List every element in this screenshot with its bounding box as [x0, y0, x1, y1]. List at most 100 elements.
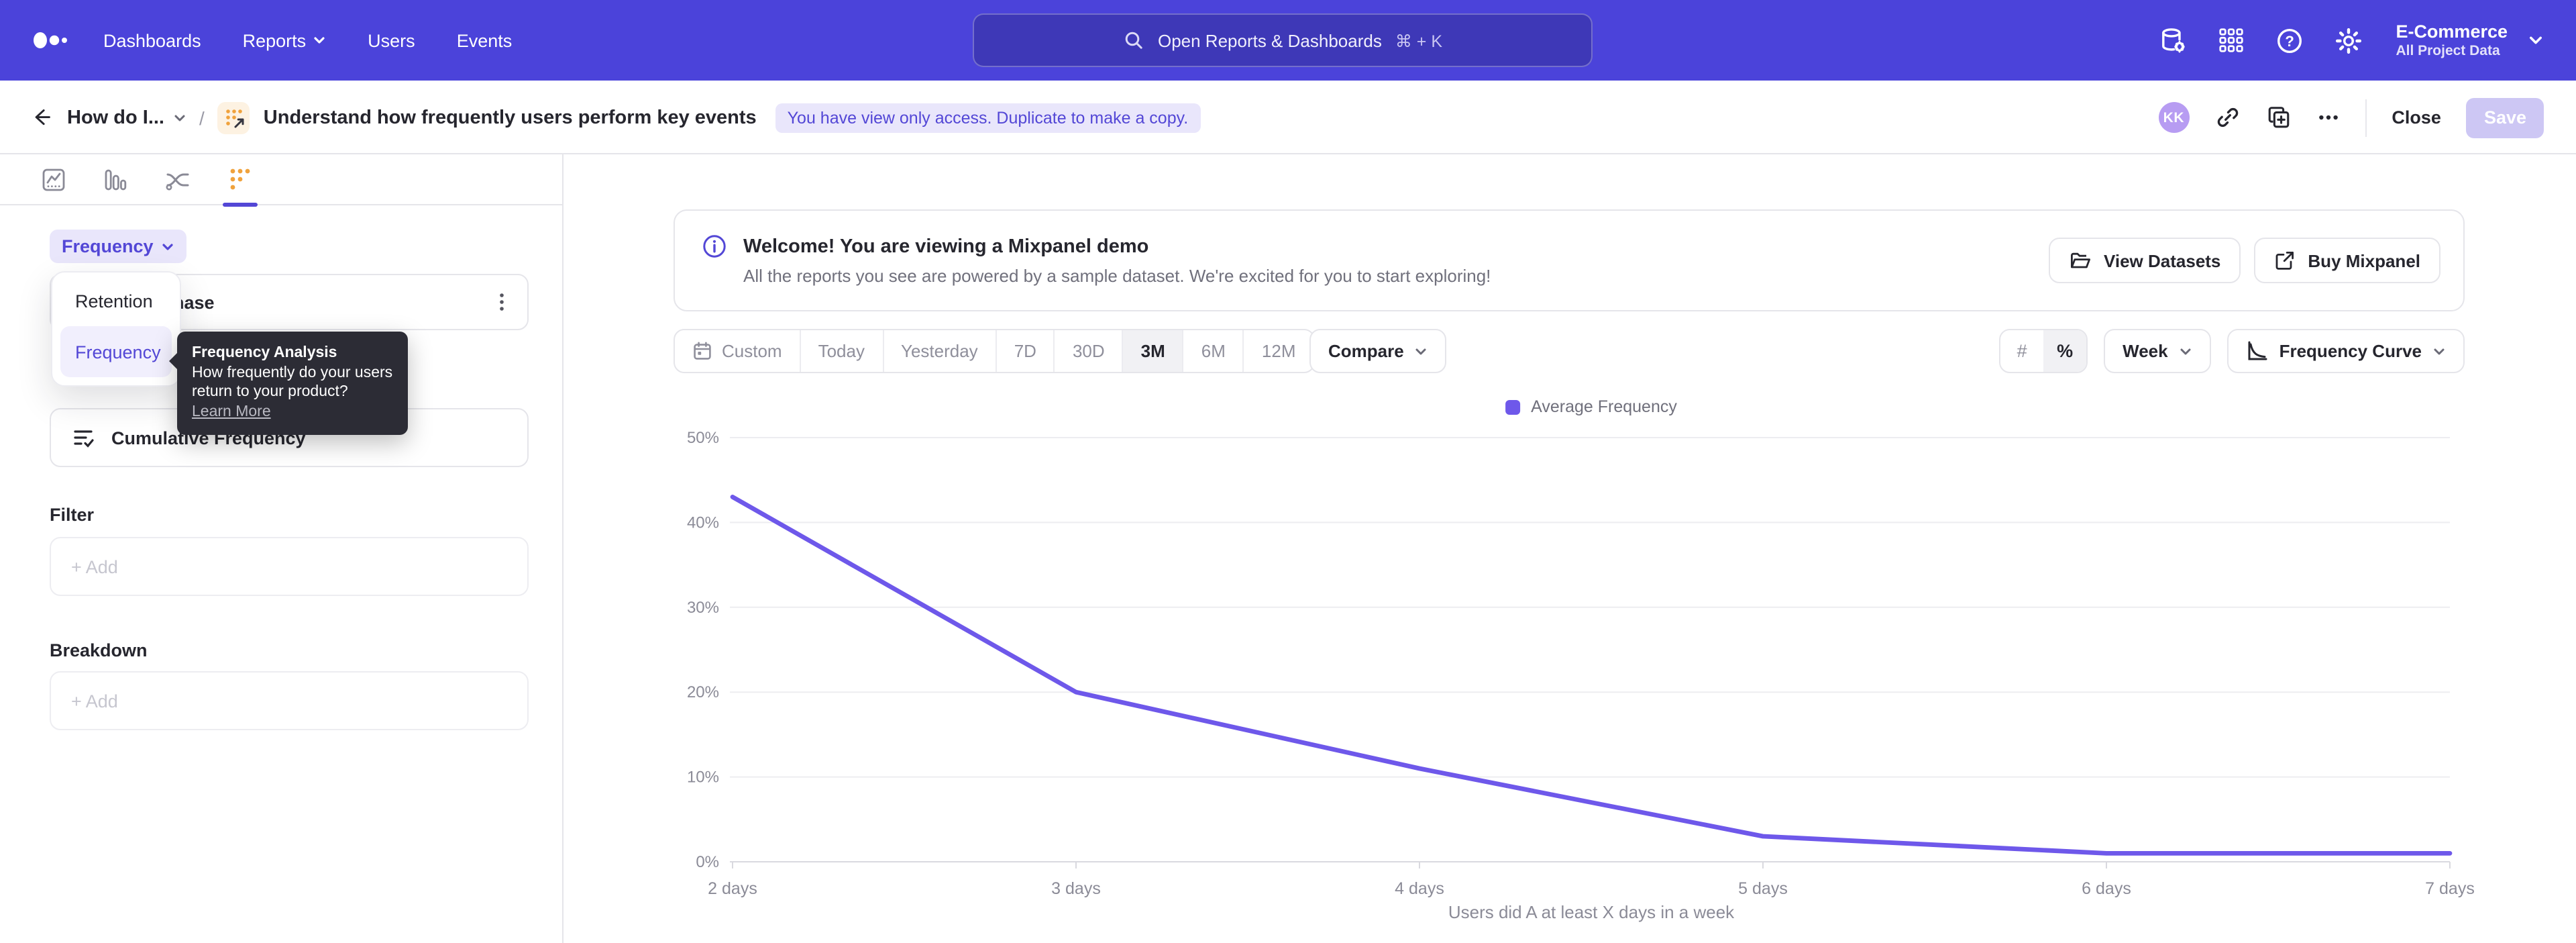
search-placeholder: Open Reports & Dashboards: [1158, 30, 1382, 50]
more-options-icon[interactable]: [2316, 106, 2339, 129]
analysis-dropdown-menu: Retention Frequency: [51, 271, 181, 387]
external-link-icon: [2274, 250, 2296, 271]
svg-text:3 days: 3 days: [1051, 879, 1101, 898]
breadcrumb[interactable]: How do I...: [67, 107, 186, 128]
legend-label: Average Frequency: [1531, 397, 1677, 416]
close-button[interactable]: Close: [2392, 107, 2441, 128]
project-scope: All Project Data: [2396, 42, 2508, 58]
page-title: Understand how frequently users perform …: [264, 107, 757, 128]
dropdown-option-frequency[interactable]: Frequency: [60, 326, 172, 377]
copy-link-icon[interactable]: [2214, 105, 2240, 130]
tooltip-body-line1: How frequently do your users: [192, 363, 393, 383]
calendar-icon: [692, 341, 712, 361]
date-range-control: Custom Today Yesterday 7D 30D 3M 6M 12M: [674, 329, 1315, 373]
report-main: Welcome! You are viewing a Mixpanel demo…: [565, 154, 2576, 943]
top-nav-bar: Dashboards Reports Users Events Open Rep…: [0, 0, 2576, 81]
analysis-tabs: [0, 154, 564, 205]
chevron-down-icon: [313, 34, 326, 47]
report-header: How do I... / Understand how frequently …: [0, 81, 2576, 154]
svg-text:7 days: 7 days: [2425, 879, 2475, 898]
svg-text:50%: 50%: [687, 429, 719, 447]
svg-text:5 days: 5 days: [1738, 879, 1788, 898]
date-range-today[interactable]: Today: [800, 330, 882, 372]
divider: [2365, 99, 2366, 136]
cumulative-list-icon: [71, 426, 95, 450]
chevron-down-icon: [2528, 32, 2544, 48]
chevron-down-icon: [162, 240, 175, 253]
search-shortcut: ⌘ + K: [1395, 30, 1442, 50]
number-toggle[interactable]: #: [2000, 330, 2043, 372]
search-icon: [1123, 30, 1144, 51]
apps-grid-icon[interactable]: [2217, 27, 2244, 54]
chart-caption: Users did A at least X days in a week: [1448, 902, 1734, 922]
nav-reports[interactable]: Reports: [243, 30, 327, 50]
chevron-down-icon: [172, 111, 186, 124]
breakdown-add-button[interactable]: + Add: [50, 671, 529, 730]
percent-toggle[interactable]: %: [2043, 330, 2086, 372]
banner-subtitle: All the reports you see are powered by a…: [743, 265, 1491, 285]
date-range-30d[interactable]: 30D: [1054, 330, 1122, 372]
data-management-icon[interactable]: [2158, 26, 2186, 54]
global-search-input[interactable]: Open Reports & Dashboards ⌘ + K: [973, 13, 1593, 67]
frequency-report-icon: [218, 101, 250, 134]
nav-events[interactable]: Events: [457, 30, 513, 50]
date-range-12m[interactable]: 12M: [1243, 330, 1313, 372]
interval-dropdown[interactable]: Week: [2104, 329, 2210, 373]
demo-banner: Welcome! You are viewing a Mixpanel demo…: [674, 209, 2465, 311]
view-datasets-button[interactable]: View Datasets: [2049, 238, 2241, 283]
tab-flows[interactable]: [164, 154, 193, 205]
svg-text:10%: 10%: [687, 768, 719, 787]
date-range-6m[interactable]: 6M: [1183, 330, 1243, 372]
filter-add-button[interactable]: + Add: [50, 537, 529, 596]
query-builder-sidebar: Frequency Purchase Cumulative Frequency …: [0, 154, 564, 943]
legend-swatch: [1505, 399, 1520, 414]
analysis-type-selector[interactable]: Frequency: [50, 230, 187, 263]
svg-text:?: ?: [2285, 32, 2294, 49]
date-range-custom[interactable]: Custom: [675, 330, 800, 372]
tab-insights[interactable]: [40, 154, 67, 205]
project-name: E-Commerce: [2396, 21, 2508, 42]
frequency-curve-icon: [2246, 340, 2269, 362]
tab-retention[interactable]: [228, 154, 252, 205]
banner-title: Welcome! You are viewing a Mixpanel demo: [743, 236, 1491, 257]
svg-text:2 days: 2 days: [708, 879, 757, 898]
breadcrumb-separator: /: [199, 107, 205, 128]
folder-icon: [2069, 249, 2092, 272]
date-range-yesterday[interactable]: Yesterday: [882, 330, 996, 372]
chart-type-dropdown[interactable]: Frequency Curve: [2227, 329, 2465, 373]
mixpanel-app: Dashboards Reports Users Events Open Rep…: [0, 0, 2576, 943]
save-button[interactable]: Save: [2467, 97, 2544, 138]
svg-text:30%: 30%: [687, 599, 719, 617]
svg-text:6 days: 6 days: [2082, 879, 2131, 898]
date-range-3m[interactable]: 3M: [1122, 330, 1183, 372]
filter-heading: Filter: [50, 505, 94, 525]
chevron-down-icon: [1415, 344, 1428, 358]
dropdown-option-retention[interactable]: Retention: [60, 281, 172, 321]
frequency-analysis-tooltip: Frequency Analysis How frequently do you…: [177, 332, 408, 435]
chevron-down-icon: [2179, 344, 2192, 358]
compare-button[interactable]: Compare: [1309, 329, 1447, 373]
breakdown-heading: Breakdown: [50, 640, 148, 660]
avatar[interactable]: KK: [2158, 102, 2189, 133]
project-selector[interactable]: E-Commerce All Project Data: [2396, 21, 2508, 58]
nav-dashboards[interactable]: Dashboards: [103, 30, 201, 50]
duplicate-icon[interactable]: [2265, 105, 2291, 130]
buy-mixpanel-button[interactable]: Buy Mixpanel: [2254, 238, 2440, 283]
back-arrow-icon[interactable]: [30, 105, 54, 130]
chart-legend[interactable]: Average Frequency: [1505, 397, 1677, 416]
date-range-7d[interactable]: 7D: [996, 330, 1054, 372]
tab-funnels[interactable]: [102, 154, 129, 205]
settings-gear-icon[interactable]: [2334, 26, 2362, 54]
help-icon[interactable]: ?: [2275, 26, 2303, 54]
view-only-badge[interactable]: You have view only access. Duplicate to …: [775, 103, 1201, 132]
nav-users[interactable]: Users: [368, 30, 415, 50]
number-percent-toggle: # %: [1999, 329, 2088, 373]
chart-toolbar: Custom Today Yesterday 7D 30D 3M 6M 12M …: [674, 329, 2465, 373]
kebab-menu-icon[interactable]: [492, 291, 511, 313]
chevron-down-icon: [2432, 344, 2446, 358]
svg-text:0%: 0%: [696, 853, 719, 871]
learn-more-link[interactable]: Learn More: [192, 404, 271, 420]
mixpanel-logo-icon[interactable]: [32, 30, 78, 51]
info-icon: [702, 234, 727, 259]
frequency-chart[interactable]: 0%10%20%30%40%50%2 days3 days4 days5 day…: [671, 416, 2475, 899]
